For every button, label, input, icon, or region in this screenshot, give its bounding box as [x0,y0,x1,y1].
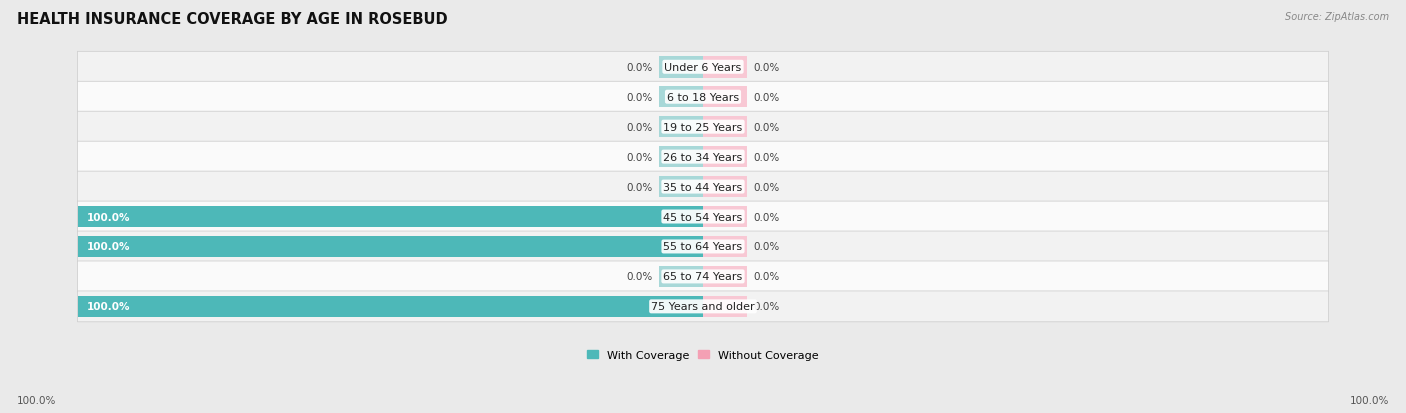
Text: 19 to 25 Years: 19 to 25 Years [664,122,742,132]
FancyBboxPatch shape [77,112,1329,143]
Text: HEALTH INSURANCE COVERAGE BY AGE IN ROSEBUD: HEALTH INSURANCE COVERAGE BY AGE IN ROSE… [17,12,447,27]
Text: 100.0%: 100.0% [87,242,131,252]
Bar [659,116,703,138]
Bar [703,147,747,168]
Bar [659,147,703,168]
Text: 6 to 18 Years: 6 to 18 Years [666,93,740,102]
Bar [659,87,703,108]
Bar [703,176,747,198]
Bar [703,87,747,108]
Bar [703,57,747,78]
Bar [703,266,747,287]
Bar [659,266,703,287]
Text: 0.0%: 0.0% [754,301,779,311]
Text: 0.0%: 0.0% [754,122,779,132]
Text: 0.0%: 0.0% [754,182,779,192]
Text: Under 6 Years: Under 6 Years [665,63,741,73]
FancyBboxPatch shape [77,82,1329,113]
Text: 0.0%: 0.0% [627,272,652,282]
FancyBboxPatch shape [77,52,1329,83]
Text: 0.0%: 0.0% [627,63,652,73]
Bar [703,296,747,317]
FancyBboxPatch shape [77,231,1329,262]
FancyBboxPatch shape [77,291,1329,322]
Text: 35 to 44 Years: 35 to 44 Years [664,182,742,192]
Text: 100.0%: 100.0% [87,301,131,311]
Text: Source: ZipAtlas.com: Source: ZipAtlas.com [1285,12,1389,22]
Text: 0.0%: 0.0% [627,122,652,132]
Bar [77,236,703,258]
Bar [703,236,747,258]
Text: 75 Years and older: 75 Years and older [651,301,755,311]
Text: 0.0%: 0.0% [627,182,652,192]
Text: 0.0%: 0.0% [627,152,652,162]
Text: 0.0%: 0.0% [754,93,779,102]
Text: 0.0%: 0.0% [627,93,652,102]
Bar [703,206,747,228]
Text: 0.0%: 0.0% [754,63,779,73]
Text: 45 to 54 Years: 45 to 54 Years [664,212,742,222]
FancyBboxPatch shape [77,202,1329,233]
Text: 65 to 74 Years: 65 to 74 Years [664,272,742,282]
Text: 0.0%: 0.0% [754,272,779,282]
Bar [77,296,703,317]
Text: 100.0%: 100.0% [17,395,56,405]
Bar [703,116,747,138]
Bar [659,176,703,198]
Text: 100.0%: 100.0% [1350,395,1389,405]
FancyBboxPatch shape [77,172,1329,202]
Text: 55 to 64 Years: 55 to 64 Years [664,242,742,252]
Bar [659,57,703,78]
FancyBboxPatch shape [77,142,1329,173]
Text: 100.0%: 100.0% [87,212,131,222]
Text: 0.0%: 0.0% [754,242,779,252]
Legend: With Coverage, Without Coverage: With Coverage, Without Coverage [582,345,824,364]
Text: 26 to 34 Years: 26 to 34 Years [664,152,742,162]
Text: 0.0%: 0.0% [754,212,779,222]
Text: 0.0%: 0.0% [754,152,779,162]
Bar [77,206,703,228]
FancyBboxPatch shape [77,261,1329,292]
